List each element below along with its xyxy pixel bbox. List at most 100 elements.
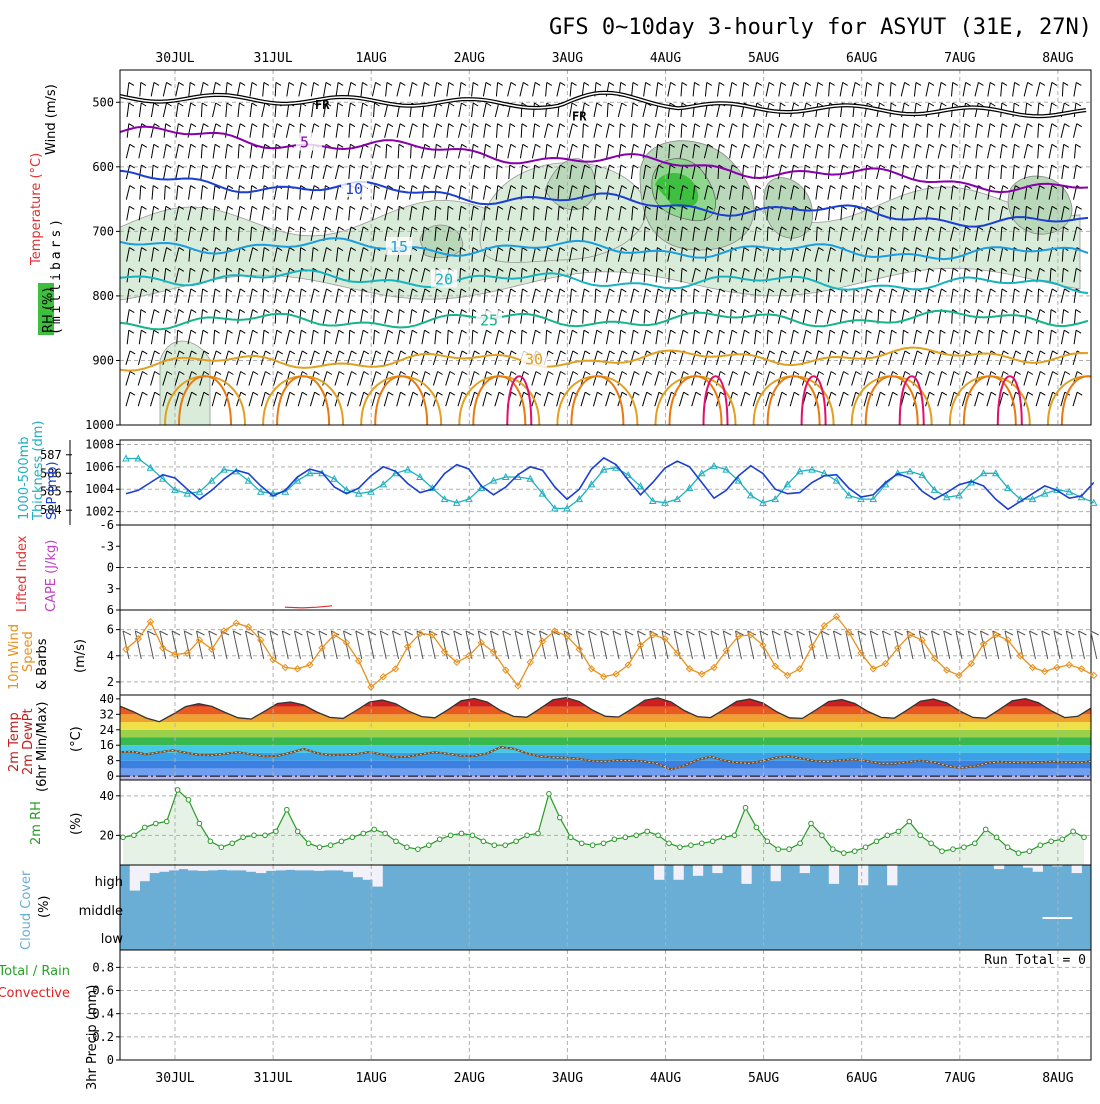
wind-barb-flag [1001,81,1008,86]
wind-barb-flag [584,391,591,396]
wind-barb [1037,164,1040,180]
wind-barb-flag [202,288,208,293]
wind-barb-flag [190,329,197,334]
wind-barb [371,350,377,366]
wind-barb [359,206,364,221]
wind-barb [753,247,757,262]
wind-barb [913,268,917,283]
thickness-point [256,487,265,495]
wind-barb-flag [1015,123,1021,128]
wind-barb-flag [756,143,763,148]
wind-barb [592,371,598,386]
wind-barb-flag [867,288,873,293]
rh2m-point [699,840,705,847]
wind-barb-flag [683,391,689,396]
wind-barb [359,144,364,159]
wind-barb-flag [1075,143,1081,148]
wind-barb-flag [916,350,923,355]
wind-barb [348,164,351,180]
wind-barb [335,206,339,221]
wind-barb-flag [879,164,886,169]
wind-barb-flag [583,123,589,128]
wind-barb-flag [165,164,172,169]
y-tick-label: 4 [107,649,114,663]
wind10-barb-flag [355,630,364,636]
wind-barb [619,123,621,138]
thickness-point [563,504,571,512]
wind-barb [176,185,179,200]
wind10-point [1041,667,1049,676]
wind-barb-flag [953,350,960,355]
wind-barb [446,330,449,345]
wind-barb-flag [522,288,528,293]
wind-barb [519,144,524,159]
wind-barb-flag [608,143,615,148]
wind-barb [274,206,277,221]
wind-barb-flag [338,164,345,169]
wind-barb-flag [374,102,380,107]
wind10-point [820,621,828,630]
wind-barb [950,206,954,221]
wind-barb [863,371,869,386]
wind10-barb-flag [674,630,683,636]
wind-barb-flag [275,81,282,86]
wind-barb [986,226,992,242]
temp-band [120,745,1091,753]
wind-barb-flag [1014,329,1021,334]
wind-barb [1048,123,1053,138]
wind-barb-flag [781,371,788,375]
wind-barb [728,371,734,386]
wind-barb-flag [326,350,333,355]
wind-barb-flag [165,329,171,334]
isotherm-label: 15 [390,238,408,256]
wind-barb-flag [338,350,345,355]
wind-barb-flag [880,371,886,375]
wind-barb [262,185,265,200]
wind-barb-flag [325,226,332,231]
wind-barb-flag [682,143,689,148]
wind-barb [125,371,131,386]
wind-barb [200,330,204,345]
temp-band [120,729,1091,738]
wind-barb [188,268,191,283]
wind-barb [150,392,156,407]
wind-barb-flag [793,391,800,396]
wind-barb-flag [140,81,147,86]
wind-barb [224,330,228,345]
wind-barb-flag [855,371,862,375]
wind-barb [322,268,327,283]
wind10-barb [661,630,669,660]
cloud-high-gap [285,865,296,870]
wind-barb-flag [978,371,985,375]
wind-barb [1060,371,1066,386]
wind-barb-flag [386,81,393,86]
wind-barb-flag [449,371,456,375]
wind-barb-flag [891,226,897,231]
wind-barb [396,350,402,366]
wind-barb [901,268,904,283]
wind-barb [741,330,745,345]
wind-barb [1012,144,1015,159]
wind10-point [306,661,314,669]
wind-barb [963,288,966,303]
wind-barb [642,330,647,345]
wind-barb [1012,309,1015,324]
wind-barb-flag [264,226,270,231]
wind10-point [367,683,375,691]
rh2m-point [742,804,749,811]
wind-barb-flag [743,81,750,86]
temp-bands [120,695,1091,780]
wind10-barb [551,630,559,660]
wind-barb [705,164,708,180]
wind-barb-flag [276,226,282,231]
wind-barb [987,144,991,159]
wind-barb-flag [927,123,934,128]
wind-barb-flag [903,143,910,148]
wind-barb-flag [228,350,234,355]
wind-barb-flag [768,81,775,86]
thickness-point [379,480,388,488]
wind10-barb [820,630,828,660]
wind-barb-flag [349,329,356,334]
wind-barb-flag [448,123,454,128]
